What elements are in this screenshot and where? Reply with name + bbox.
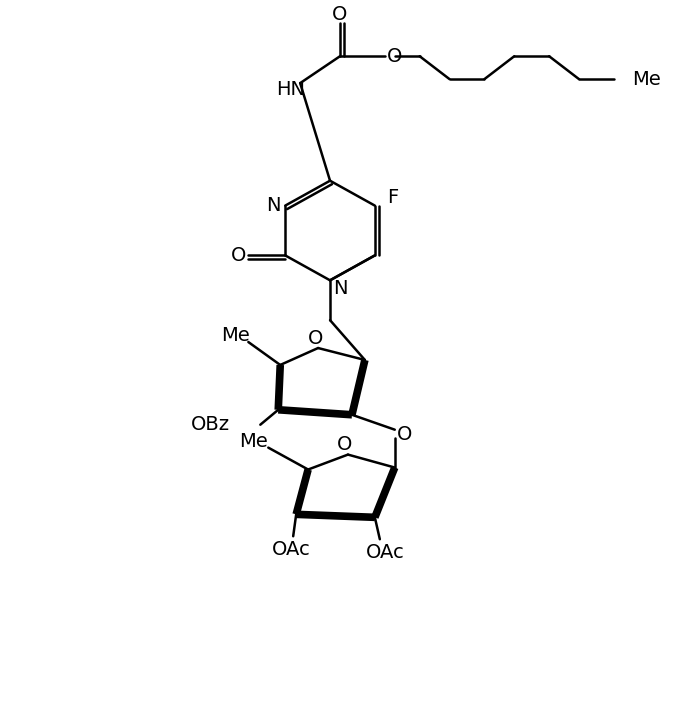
Text: O: O	[307, 329, 323, 348]
Text: OAc: OAc	[366, 542, 404, 562]
Text: Me: Me	[632, 70, 661, 89]
Text: O: O	[397, 425, 412, 444]
Text: O: O	[387, 47, 402, 66]
Text: Me: Me	[221, 326, 250, 344]
Text: OBz: OBz	[192, 415, 230, 435]
Text: F: F	[387, 188, 398, 207]
Text: OAc: OAc	[272, 540, 311, 559]
Text: HN: HN	[276, 80, 305, 99]
Text: O: O	[231, 246, 246, 265]
Text: O: O	[337, 435, 353, 454]
Text: Me: Me	[239, 432, 267, 451]
Text: O: O	[332, 5, 348, 24]
Text: N: N	[266, 196, 280, 215]
Text: N: N	[332, 279, 347, 297]
